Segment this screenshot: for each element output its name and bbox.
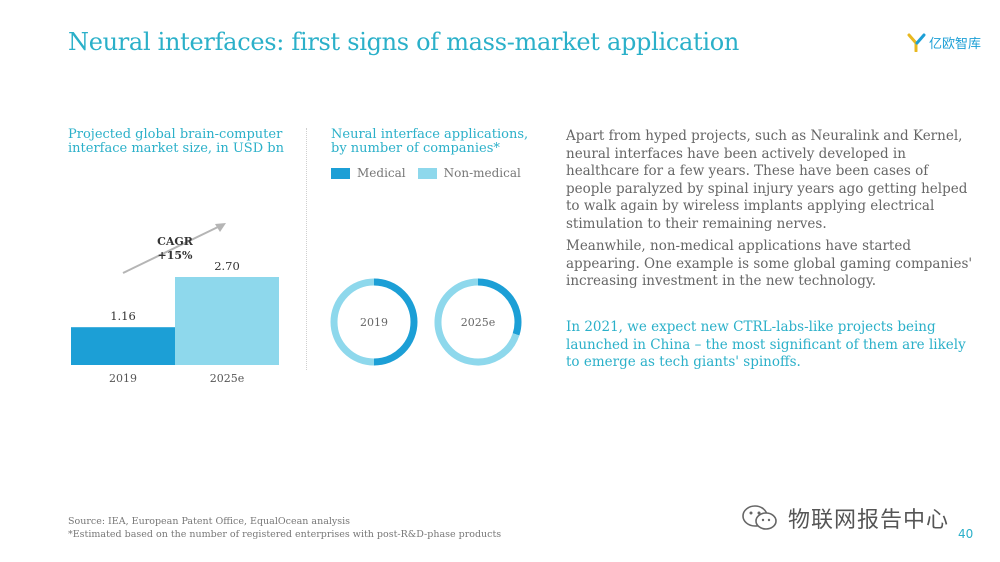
wechat-icon: [742, 505, 777, 530]
donut-slice-2019-non-medical: [330, 278, 375, 366]
logo-text: 亿欧智库: [929, 36, 982, 52]
page-number: 40: [958, 527, 974, 541]
bar-chart: CAGR +15% 1.16 2019 2.70 2025e: [71, 223, 279, 385]
bar-chart-title-line1: Projected global brain-computer: [68, 127, 283, 142]
donut-slice-2025e-non-medical: [434, 278, 520, 366]
donut-chart-title-line1: Neural interface applications,: [331, 127, 529, 142]
watermark: 物联网报告中心: [740, 502, 949, 534]
bar-chart-title-line2: interface market size, in USD bn: [68, 141, 284, 156]
donut-legend: Medical Non-medical: [331, 166, 521, 180]
chart-divider: [306, 128, 307, 370]
legend-swatch-non-medical: [417, 167, 437, 179]
page-title: Neural interfaces: first signs of mass-m…: [68, 28, 740, 56]
donut-slice-2019-medical: [373, 278, 418, 366]
paragraph-forecast: In 2021, we expect new CTRL-labs-like pr…: [566, 319, 966, 370]
donut-chart-title-line2: by number of companies*: [331, 141, 500, 156]
watermark-text: 物联网报告中心: [788, 508, 950, 533]
donut-chart: 2019 2025e: [330, 278, 522, 366]
brand-logo: 亿欧智库: [907, 32, 981, 52]
footnote: *Estimated based on the number of regist…: [68, 529, 502, 540]
donut-center-label-2019: 2019: [360, 316, 388, 329]
bar-value-label-2025e: 2.70: [214, 259, 240, 273]
bar-category-label-2025e: 2025e: [210, 372, 245, 385]
legend-label-non-medical: Non-medical: [443, 166, 521, 180]
bar-value-label-2019: 1.16: [110, 309, 136, 323]
legend-label-medical: Medical: [357, 166, 406, 180]
cagr-label-line2: +15%: [158, 249, 194, 262]
cagr-label-line1: CAGR: [157, 235, 194, 248]
logo-icon: [907, 33, 926, 52]
donut-slice-2025e-medical: [477, 278, 522, 336]
cagr-arrow: [122, 225, 221, 274]
bar-category-label-2019: 2019: [109, 372, 137, 385]
paragraph-healthcare: Apart from hyped projects, such as Neura…: [566, 128, 968, 232]
donut-center-label-2025e: 2025e: [461, 316, 496, 329]
paragraph-non-medical: Meanwhile, non-medical applications have…: [566, 238, 973, 289]
legend-swatch-medical: [331, 167, 350, 179]
bar-2019: [71, 327, 175, 365]
source-note: Source: IEA, European Patent Office, Equ…: [68, 516, 351, 527]
cagr-arrowhead: [215, 223, 226, 232]
bar-2025e: [175, 277, 279, 365]
